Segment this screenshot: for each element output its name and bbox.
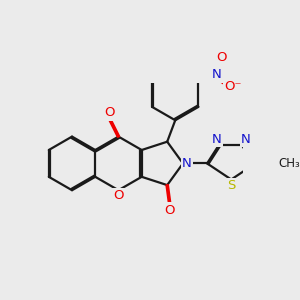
Text: O: O bbox=[113, 189, 124, 202]
Text: N: N bbox=[212, 133, 222, 146]
Text: CH₃: CH₃ bbox=[278, 157, 300, 170]
Text: N: N bbox=[182, 157, 192, 170]
Text: N: N bbox=[241, 133, 250, 146]
Text: S: S bbox=[227, 179, 236, 192]
Text: O⁻: O⁻ bbox=[224, 80, 241, 93]
Text: N: N bbox=[212, 68, 222, 81]
Text: O: O bbox=[104, 106, 114, 119]
Text: O: O bbox=[216, 51, 226, 64]
Text: O: O bbox=[165, 203, 175, 217]
